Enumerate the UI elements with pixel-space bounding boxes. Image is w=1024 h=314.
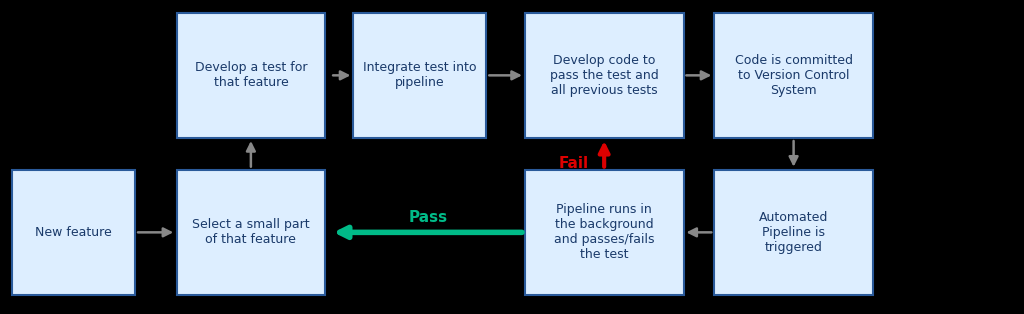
Text: Develop a test for
that feature: Develop a test for that feature — [195, 61, 307, 89]
Text: Integrate test into
pipeline: Integrate test into pipeline — [364, 61, 476, 89]
FancyBboxPatch shape — [524, 170, 684, 295]
FancyBboxPatch shape — [176, 13, 326, 138]
FancyBboxPatch shape — [176, 170, 326, 295]
Text: Pipeline runs in
the background
and passes/fails
the test: Pipeline runs in the background and pass… — [554, 203, 654, 261]
Text: Automated
Pipeline is
triggered: Automated Pipeline is triggered — [759, 211, 828, 254]
FancyBboxPatch shape — [715, 13, 872, 138]
Text: Fail: Fail — [559, 156, 589, 171]
FancyBboxPatch shape — [524, 13, 684, 138]
FancyBboxPatch shape — [715, 170, 872, 295]
Text: Pass: Pass — [409, 209, 447, 225]
FancyBboxPatch shape — [353, 13, 486, 138]
Text: Code is committed
to Version Control
System: Code is committed to Version Control Sys… — [734, 54, 853, 97]
FancyBboxPatch shape — [12, 170, 135, 295]
Text: New feature: New feature — [36, 226, 112, 239]
Text: Develop code to
pass the test and
all previous tests: Develop code to pass the test and all pr… — [550, 54, 658, 97]
Text: Select a small part
of that feature: Select a small part of that feature — [193, 218, 309, 246]
